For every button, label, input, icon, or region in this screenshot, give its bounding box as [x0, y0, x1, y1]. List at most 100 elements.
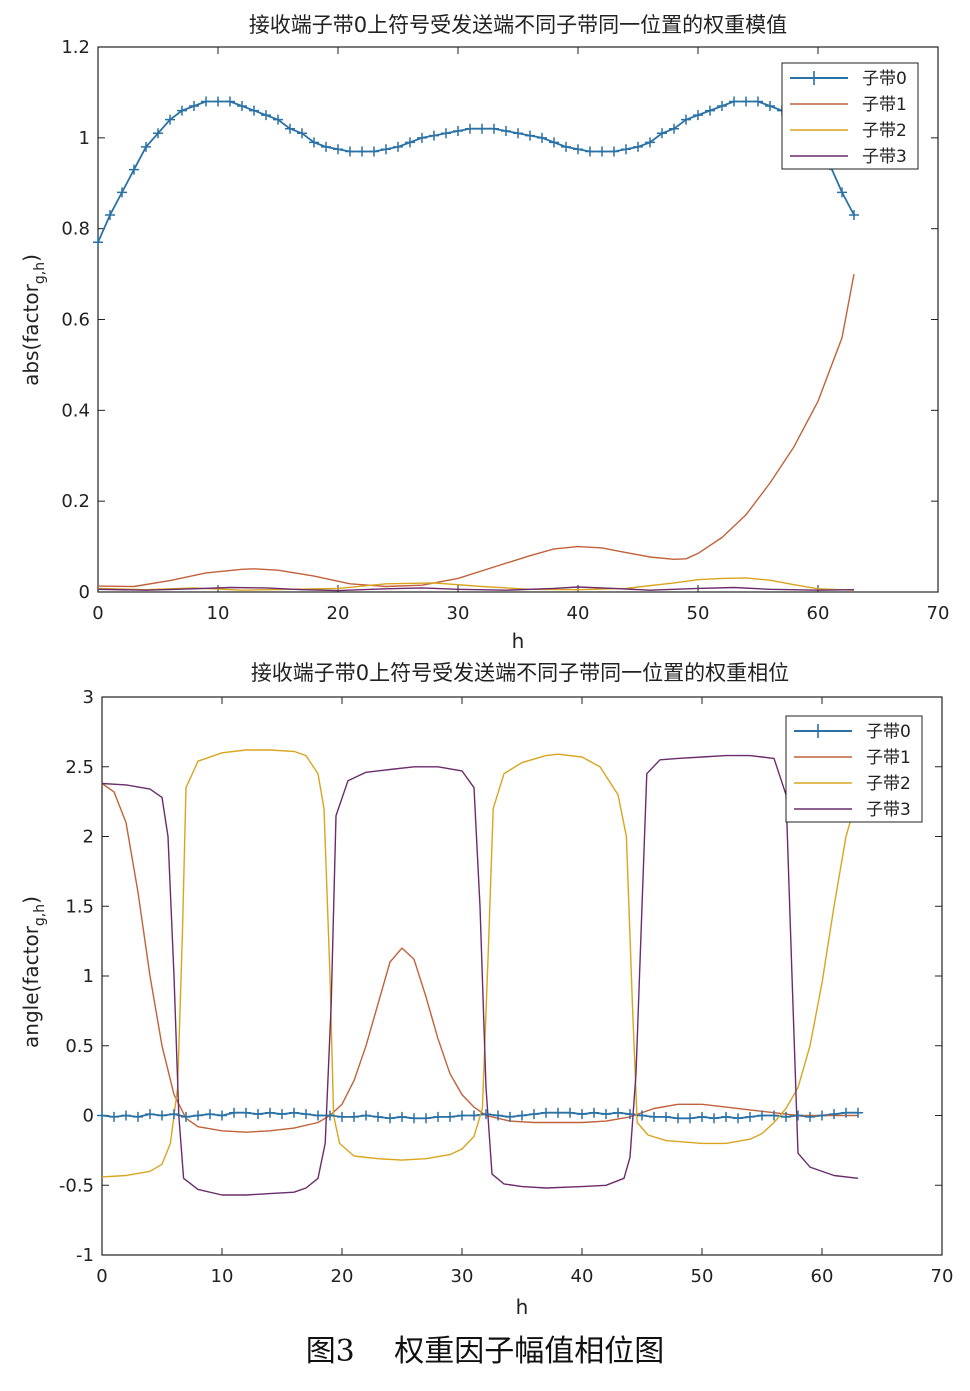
data-point-marker: [301, 1109, 311, 1120]
x-axis-label: h: [516, 1295, 529, 1319]
data-point-marker: [481, 1109, 491, 1120]
x-tick-label: 20: [327, 603, 350, 624]
x-tick-label: 0: [92, 603, 103, 624]
data-point-marker: [613, 1107, 623, 1118]
data-point-marker: [349, 1111, 359, 1122]
legend-marker: [808, 71, 820, 85]
data-point-marker: [357, 146, 367, 157]
y-tick-label: 0: [79, 582, 90, 603]
data-point-marker: [697, 1111, 707, 1122]
data-point-marker: [309, 137, 319, 148]
legend-marker: [812, 724, 824, 738]
data-point-marker: [669, 123, 679, 134]
y-tick-label: 1: [83, 966, 94, 987]
data-point-marker: [397, 1111, 407, 1122]
data-point-marker: [817, 1110, 827, 1121]
y-axis-label: abs(factorg,h): [19, 254, 48, 386]
data-point-marker: [537, 132, 547, 143]
y-tick-label: 3: [83, 687, 94, 708]
legend-label: 子带3: [862, 147, 907, 167]
data-point-marker: [429, 130, 439, 141]
data-point-marker: [177, 105, 187, 116]
data-point-marker: [829, 1109, 839, 1120]
data-point-marker: [529, 1109, 539, 1120]
data-point-marker: [313, 1110, 323, 1121]
data-point-marker: [693, 110, 703, 121]
x-axis-label: h: [512, 629, 525, 653]
data-point-marker: [285, 123, 295, 134]
data-point-marker: [369, 146, 379, 157]
data-point-marker: [805, 1111, 815, 1122]
data-point-marker: [501, 126, 511, 137]
data-point-marker: [273, 114, 283, 125]
x-tick-label: 70: [927, 603, 950, 624]
data-point-marker: [217, 1110, 227, 1121]
data-point-marker: [393, 141, 403, 152]
data-point-marker: [573, 144, 583, 155]
data-point-marker: [657, 128, 667, 139]
data-point-marker: [517, 1110, 527, 1121]
data-point-marker: [849, 210, 859, 221]
data-point-marker: [249, 105, 259, 116]
data-point-marker: [157, 1110, 167, 1121]
data-point-marker: [469, 1110, 479, 1121]
data-point-marker: [153, 128, 163, 139]
data-point-marker: [93, 237, 103, 248]
y-tick-label: 0.4: [61, 400, 90, 421]
data-point-marker: [625, 1109, 635, 1120]
data-point-marker: [441, 128, 451, 139]
data-point-marker: [489, 123, 499, 134]
data-point-marker: [729, 96, 739, 107]
data-point-marker: [361, 1110, 371, 1121]
data-point-marker: [649, 1111, 659, 1122]
data-point-marker: [97, 1110, 107, 1121]
x-tick-label: 50: [691, 1266, 714, 1287]
data-point-marker: [121, 1110, 131, 1121]
data-point-marker: [793, 1110, 803, 1121]
data-point-marker: [337, 1111, 347, 1122]
data-point-marker: [589, 1107, 599, 1118]
data-point-marker: [553, 1107, 563, 1118]
series-lines: [97, 100, 855, 592]
x-tick-label: 30: [447, 603, 470, 624]
series-markers: [97, 1107, 863, 1124]
y-tick-label: 1.5: [65, 896, 94, 917]
data-point-marker: [637, 1110, 647, 1121]
x-tick-label: 40: [571, 1266, 594, 1287]
data-point-marker: [549, 137, 559, 148]
data-point-marker: [645, 137, 655, 148]
x-tick-label: 10: [207, 603, 230, 624]
data-point-marker: [433, 1111, 443, 1122]
series-line-1: [97, 273, 855, 588]
figure-caption: 图3 权重因子幅值相位图: [305, 1334, 665, 1369]
data-point-marker: [717, 101, 727, 112]
data-point-marker: [229, 1107, 239, 1118]
data-point-marker: [477, 123, 487, 134]
data-point-marker: [333, 144, 343, 155]
legend-box: [781, 62, 919, 170]
legend-label: 子带0: [862, 69, 907, 89]
data-point-marker: [253, 1109, 263, 1120]
legend-label: 子带2: [866, 774, 911, 794]
data-point-marker: [757, 1110, 767, 1121]
data-point-marker: [513, 128, 523, 139]
data-point-marker: [321, 141, 331, 152]
data-point-marker: [465, 123, 475, 134]
data-point-marker: [781, 1111, 791, 1122]
y-tick-label: 0.8: [61, 219, 90, 240]
data-point-marker: [633, 141, 643, 152]
data-point-marker: [609, 146, 619, 157]
data-point-marker: [753, 96, 763, 107]
legend: 子带0 子带1 子带2 子带3: [785, 715, 923, 823]
chart-title: 接收端子带0上符号受发送端不同子带同一位置的权重模值: [249, 13, 787, 37]
y-tick-label: 0.2: [61, 491, 90, 512]
data-point-marker: [601, 1109, 611, 1120]
series-line-0: [97, 100, 855, 243]
data-point-marker: [853, 1107, 863, 1118]
y-tick-label: 2.5: [65, 757, 94, 778]
data-point-marker: [109, 1111, 119, 1122]
x-tick-label: 20: [331, 1266, 354, 1287]
data-point-marker: [265, 1107, 275, 1118]
legend-label: 子带3: [866, 800, 911, 820]
data-point-marker: [585, 146, 595, 157]
